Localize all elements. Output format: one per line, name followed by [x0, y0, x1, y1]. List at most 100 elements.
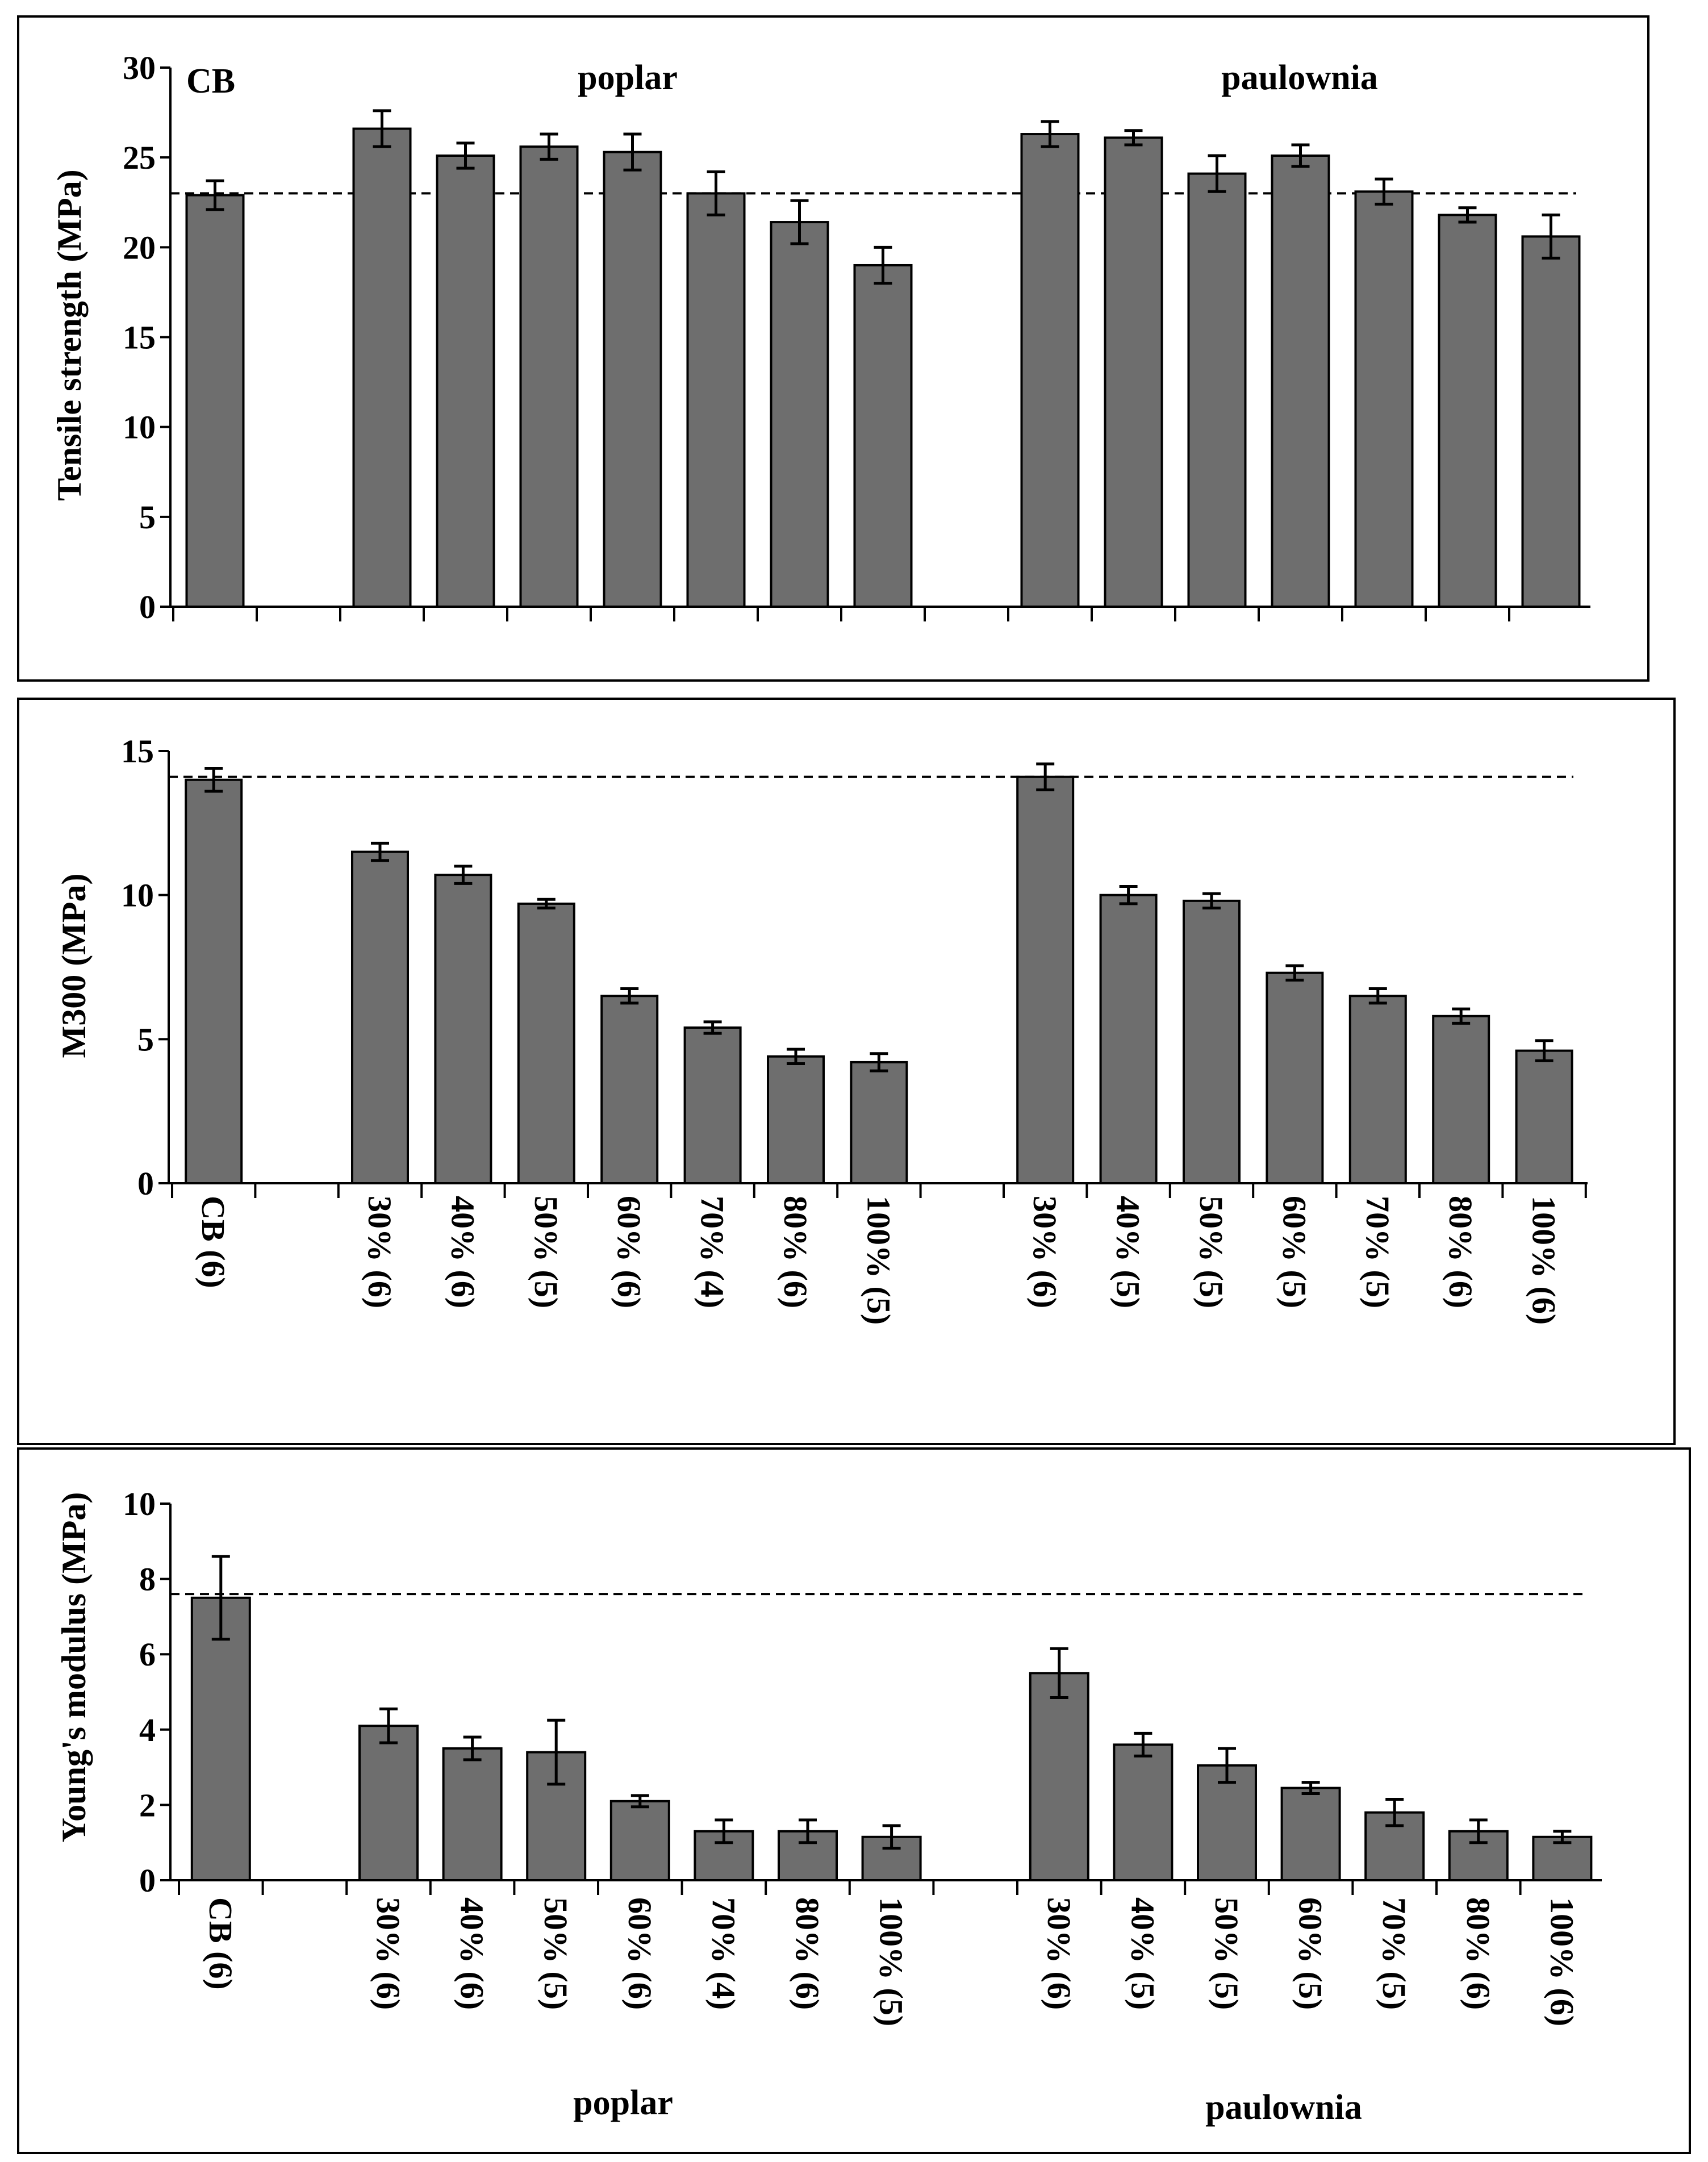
- bar-group: [1432, 1007, 1490, 1185]
- bar-group: [1448, 1818, 1509, 1882]
- bar-group: [603, 132, 662, 608]
- bar: [190, 1596, 251, 1881]
- bar: [434, 874, 492, 1184]
- y-tick-label: 25: [123, 139, 156, 176]
- y-tick-label: 6: [139, 1636, 156, 1673]
- y-tick-label: 0: [139, 1862, 156, 1899]
- x-tick-label: CB (6): [202, 1897, 239, 1990]
- bar: [1104, 136, 1163, 608]
- x-tick-label: 40% (6): [444, 1196, 481, 1308]
- bar-group: [1016, 762, 1075, 1185]
- x-tick-label: 50% (5): [528, 1196, 565, 1308]
- y-tick-label: 15: [123, 319, 156, 356]
- bar-group: [190, 1555, 251, 1881]
- bars-tensile: [185, 109, 1581, 608]
- bar: [1271, 155, 1330, 608]
- bars-youngs: [190, 1555, 1593, 1882]
- y-tick-label: 5: [137, 1021, 154, 1058]
- bar: [767, 1055, 825, 1184]
- bar-group: [351, 841, 409, 1184]
- bar: [603, 151, 662, 608]
- bar-group: [436, 141, 495, 608]
- x-tick-label: 60% (6): [611, 1196, 648, 1308]
- bar-group: [1113, 1731, 1174, 1882]
- bar: [1438, 214, 1497, 608]
- bar-group: [1521, 213, 1581, 608]
- bar-group: [358, 1707, 419, 1881]
- x-tick-label: 30% (6): [361, 1196, 398, 1308]
- bar-group: [1187, 154, 1247, 608]
- x-tick-label: 60% (6): [621, 1897, 658, 2010]
- x-tick-label: 70% (5): [1376, 1897, 1413, 2010]
- y-tick-label: 2: [139, 1787, 156, 1823]
- bar: [1532, 1835, 1593, 1881]
- panel-frame-youngs: [17, 1447, 1691, 2154]
- bar-group: [1020, 120, 1080, 608]
- bar-group: [778, 1818, 838, 1882]
- bar: [853, 264, 913, 608]
- x-tick-label: 50% (5): [1193, 1196, 1230, 1308]
- x-tick-label: 80% (6): [777, 1196, 814, 1308]
- bar-group: [517, 898, 575, 1185]
- bar-group: [853, 245, 913, 608]
- bars-m300: [185, 762, 1573, 1185]
- bar: [1521, 235, 1581, 608]
- bar: [351, 850, 409, 1184]
- x-tick-label: 100% (5): [860, 1196, 897, 1325]
- bar: [1515, 1049, 1573, 1185]
- x-tick-label: 70% (5): [1359, 1196, 1396, 1308]
- panel-frame-tensile: [17, 15, 1649, 682]
- x-tick-label: 70% (4): [694, 1196, 731, 1308]
- x-tick-label: 50% (5): [537, 1897, 574, 2010]
- y-tick-label: 30: [123, 49, 156, 86]
- bar-group: [526, 1718, 587, 1882]
- x-tick-label: 30% (6): [1041, 1897, 1078, 2010]
- bar: [609, 1800, 670, 1882]
- bar: [1020, 133, 1080, 608]
- bar-group: [1099, 884, 1158, 1184]
- bar-group: [1183, 892, 1241, 1185]
- bar: [1266, 971, 1324, 1184]
- x-tick-label: 30% (6): [370, 1897, 407, 2010]
- y-tick-label: 8: [139, 1561, 156, 1598]
- bar-group: [1515, 1039, 1573, 1185]
- ylabel-youngs: Young's modulus (MPa): [55, 1492, 93, 1843]
- x-tick-label: 60% (5): [1276, 1196, 1313, 1308]
- bar: [185, 194, 245, 608]
- ylabel-m300: M300 (MPa): [55, 874, 93, 1058]
- bar: [1183, 899, 1241, 1185]
- x-tick-label: 100% (6): [1543, 1897, 1580, 2026]
- bar-group: [770, 199, 829, 608]
- bar: [1354, 190, 1414, 608]
- bar-group: [519, 132, 579, 608]
- bar: [358, 1725, 419, 1881]
- bar: [683, 1026, 742, 1185]
- y-tick-label: 5: [139, 499, 156, 536]
- bar: [1113, 1743, 1174, 1882]
- x-tick-label: 100% (5): [873, 1897, 910, 2026]
- y-tick-label: 10: [121, 877, 154, 914]
- bar-group: [185, 766, 243, 1184]
- y-tick-label: 15: [121, 733, 154, 770]
- bar-group: [434, 865, 492, 1184]
- bar: [517, 902, 575, 1185]
- x-tick-label: 70% (4): [705, 1897, 742, 2010]
- bar-group: [600, 987, 659, 1184]
- bar-group: [683, 1020, 742, 1185]
- group-label-paulownia-top: paulownia: [1221, 59, 1378, 97]
- bar-group: [609, 1794, 670, 1882]
- x-tick-label: 40% (6): [454, 1897, 491, 2010]
- x-tick-label: 80% (6): [1442, 1196, 1479, 1308]
- bar: [1348, 995, 1407, 1184]
- bar: [1016, 775, 1075, 1185]
- bar-group: [1197, 1747, 1257, 1881]
- y-axis-tensile: 0 5 10 15 20 25 30: [123, 49, 172, 625]
- bar: [1187, 172, 1247, 608]
- x-tick-label: 40% (5): [1124, 1897, 1161, 2010]
- y-tick-label: 20: [123, 229, 156, 266]
- bar: [850, 1061, 908, 1185]
- bar-group: [767, 1047, 825, 1184]
- bar: [436, 155, 495, 608]
- y-tick-label: 10: [123, 1485, 156, 1522]
- y-tick-label: 10: [123, 409, 156, 446]
